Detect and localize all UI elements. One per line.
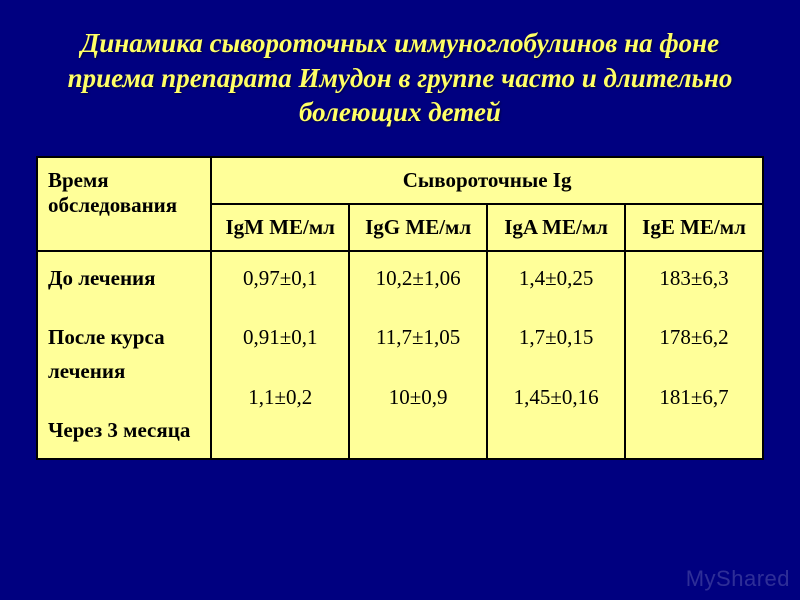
col-iga: 1,4±0,25 1,7±0,15 1,45±0,16 xyxy=(487,251,625,459)
cell: 10±0,9 xyxy=(354,381,482,415)
cell: 11,7±1,05 xyxy=(354,321,482,355)
col-ige: 183±6,3 178±6,2 181±6,7 xyxy=(625,251,763,459)
data-table: Время обследования Сывороточные Ig IgM М… xyxy=(36,156,764,460)
col-igg: 10,2±1,06 11,7±1,05 10±0,9 xyxy=(349,251,487,459)
cell: 1,45±0,16 xyxy=(492,381,620,415)
col-header-group: Сывороточные Ig xyxy=(211,157,763,204)
col-header-igg: IgG МЕ/мл xyxy=(349,204,487,251)
cell: 1,4±0,25 xyxy=(492,262,620,296)
col-header-igm: IgM МЕ/мл xyxy=(211,204,349,251)
cell: 181±6,7 xyxy=(630,381,758,415)
cell: 0,91±0,1 xyxy=(216,321,344,355)
cell: 1,1±0,2 xyxy=(216,381,344,415)
cell: 1,7±0,15 xyxy=(492,321,620,355)
col-header-time: Время обследования xyxy=(37,157,211,251)
col-igm: 0,97±0,1 0,91±0,1 1,1±0,2 xyxy=(211,251,349,459)
col-header-ige: IgE МЕ/мл xyxy=(625,204,763,251)
row-labels: До лечения После курса лечения Через 3 м… xyxy=(37,251,211,459)
row-label-0: До лечения xyxy=(48,262,202,296)
slide-title: Динамика сывороточных иммуноглобулинов н… xyxy=(36,26,764,130)
slide: Динамика сывороточных иммуноглобулинов н… xyxy=(0,0,800,600)
row-label-2: Через 3 месяца xyxy=(48,414,202,448)
watermark: MyShared xyxy=(686,566,790,592)
cell: 10,2±1,06 xyxy=(354,262,482,296)
col-header-iga: IgA МЕ/мл xyxy=(487,204,625,251)
row-label-1: После курса лечения xyxy=(48,321,202,388)
cell: 183±6,3 xyxy=(630,262,758,296)
cell: 178±6,2 xyxy=(630,321,758,355)
cell: 0,97±0,1 xyxy=(216,262,344,296)
